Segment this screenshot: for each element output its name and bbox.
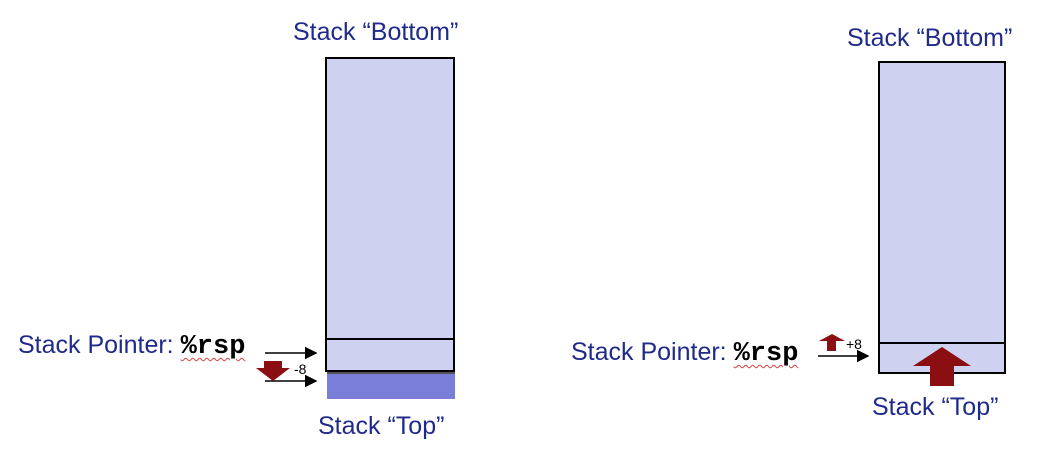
right-delta-label: +8 [846, 336, 862, 352]
left-stack-top-label: Stack “Top” [318, 412, 445, 440]
right-rsp-register: %rsp [733, 339, 799, 369]
left-rsp-register: %rsp [180, 332, 246, 362]
right-stack-top-label: Stack “Top” [872, 393, 999, 421]
right-stack-top-divider [878, 342, 1006, 344]
left-stack-body [325, 57, 455, 372]
right-stack-pointer-text: Stack Pointer: [571, 338, 727, 366]
right-stack-pointer-label: Stack Pointer: %rsp [571, 338, 798, 369]
right-stack-bottom-label: Stack “Bottom” [847, 24, 1013, 52]
left-stack-pointer-label: Stack Pointer: %rsp [18, 331, 245, 362]
left-stack-pointer-text: Stack Pointer: [18, 331, 174, 359]
right-stack-body [878, 61, 1006, 374]
right-small-up-arrow-icon [819, 334, 845, 351]
right-large-up-arrow-icon [913, 347, 971, 386]
left-down-arrow-icon [256, 361, 290, 381]
left-pushed-cell [327, 372, 455, 399]
left-stack-top-divider [325, 338, 455, 340]
left-delta-label: -8 [294, 361, 307, 377]
left-stack-bottom-label: Stack “Bottom” [293, 18, 459, 46]
